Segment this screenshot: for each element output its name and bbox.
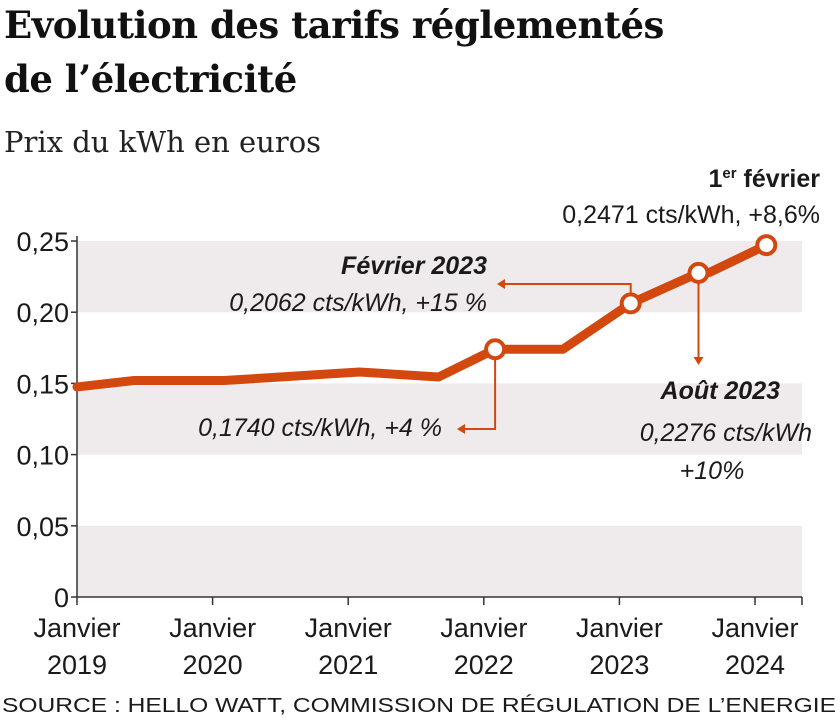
source-note: SOURCE : HELLO WATT, COMMISSION DE RÉGUL… [2, 694, 836, 717]
x-tick-label-year: 2022 [454, 650, 514, 680]
x-tick-label-year: 2020 [183, 650, 243, 680]
annotation-feb-2024-title: 1er février [709, 165, 821, 193]
arrow-feb-2022-head [457, 424, 465, 434]
arrow-feb-2023-head [497, 279, 505, 289]
annotation-aug-2023-text: 0,2276 cts/kWh [640, 419, 812, 447]
annotation-feb-2024-text: 0,2471 cts/kWh, +8,6% [562, 201, 820, 229]
plot-area [72, 234, 778, 392]
grid-band [77, 525, 802, 597]
x-tick-label-month: Janvier [169, 613, 256, 643]
y-tick-label: 0,25 [16, 227, 69, 257]
annotation-feb-2022-text: 0,1740 cts/kWh, +4 % [198, 414, 442, 442]
annotation-feb-2023-text: 0,2062 cts/kWh, +15 % [229, 289, 487, 317]
x-tick-label-year: 2021 [318, 650, 378, 680]
arrow-feb-2023 [500, 283, 632, 294]
subtitle: Prix du kWh en euros [4, 125, 321, 159]
x-tick-label-month: Janvier [576, 613, 663, 643]
grid-bands [77, 241, 802, 597]
grid-band [77, 383, 802, 455]
annotation-aug-2023-title: Août 2023 [660, 377, 781, 405]
annotation-arrows [457, 279, 704, 434]
data-point-marker [755, 234, 778, 257]
y-tick-label: 0,05 [16, 512, 69, 542]
y-tick-label: 0,10 [16, 441, 69, 471]
x-tick-label-month: Janvier [440, 613, 527, 643]
title-line-1: Evolution des tarifs réglementés [4, 3, 664, 47]
x-tick-label-month: Janvier [711, 613, 798, 643]
data-point-marker [687, 261, 710, 284]
y-tick-label: 0,15 [16, 369, 69, 399]
arrow-feb-2022 [460, 359, 497, 430]
x-tick-label-month: Janvier [305, 613, 392, 643]
title-line-2: de l’électricité [4, 57, 297, 101]
axes: 0 0,05 0,10 0,15 0,20 0,25 Janvier 2019 Janvier 2… [16, 227, 803, 680]
arrow-aug-2023-head [693, 357, 704, 365]
data-point-marker [619, 292, 642, 315]
annotation-aug-2023-text2: +10% [680, 457, 745, 485]
annotation-feb-2023-title: Février 2023 [341, 252, 487, 280]
x-tick-label-year: 2019 [47, 650, 107, 680]
x-tick-label-year: 2024 [725, 650, 785, 680]
x-tick-label-month: Janvier [33, 613, 120, 643]
y-tick-label: 0 [54, 583, 69, 613]
x-tick-label-year: 2023 [589, 650, 649, 680]
y-tick-label: 0,20 [16, 298, 69, 328]
data-point-marker [484, 338, 507, 361]
